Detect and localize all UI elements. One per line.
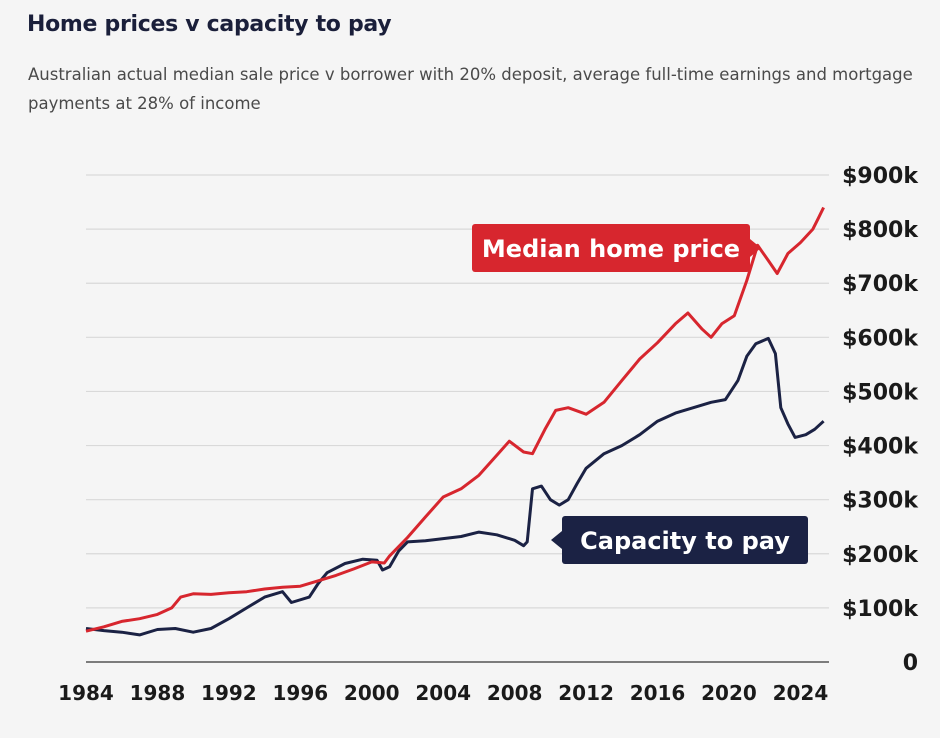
x-tick-label: 1996: [272, 681, 328, 705]
chart-title: Home prices v capacity to pay: [27, 12, 392, 37]
x-axis-ticks: 1984 1988 1992 1996 2000 2004 2008 2012 2016 2020…: [58, 681, 828, 705]
x-tick-label: 2020: [701, 681, 757, 705]
chart-subtitle: Australian actual median sale price v bo…: [28, 65, 913, 113]
grid-lines: [86, 174, 829, 663]
y-tick-label: $800k: [842, 218, 919, 243]
y-tick-label: $600k: [842, 326, 919, 351]
y-tick-label: $300k: [842, 489, 919, 514]
x-tick-label: 2024: [773, 681, 829, 705]
median-price-label-pointer: [750, 239, 761, 257]
x-tick-label: 2000: [344, 681, 400, 705]
capacity-label-pointer: [551, 531, 562, 549]
x-tick-label: 1992: [201, 681, 257, 705]
x-tick-label: 1988: [130, 681, 186, 705]
x-tick-label: 2012: [558, 681, 614, 705]
y-tick-label: $700k: [842, 272, 919, 297]
median-price-label-text: Median home price: [482, 235, 740, 263]
x-tick-label: 1984: [58, 681, 114, 705]
median-price-label: Median home price: [472, 224, 761, 272]
capacity-label: Capacity to pay: [551, 516, 808, 564]
x-tick-label: 2016: [630, 681, 686, 705]
y-tick-label: $100k: [842, 597, 919, 622]
y-tick-label: $400k: [842, 435, 919, 460]
median-price-line: [85, 206, 825, 633]
y-tick-label: $200k: [842, 543, 919, 568]
x-tick-label: 2004: [415, 681, 471, 705]
x-tick-label: 2008: [487, 681, 543, 705]
capacity-line: [85, 336, 825, 637]
y-axis-ticks: 0 $100k $200k $300k $400k $500k $600k $700k $800…: [842, 164, 919, 676]
y-tick-label: $500k: [842, 380, 919, 405]
capacity-label-box: [562, 516, 808, 564]
y-tick-label: 0: [903, 651, 918, 676]
series-lines: [85, 206, 825, 637]
series-labels: Median home price Capacity to pay: [472, 224, 808, 564]
capacity-label-text: Capacity to pay: [580, 527, 790, 555]
median-price-label-box: [472, 224, 750, 272]
y-tick-label: $900k: [842, 164, 919, 189]
